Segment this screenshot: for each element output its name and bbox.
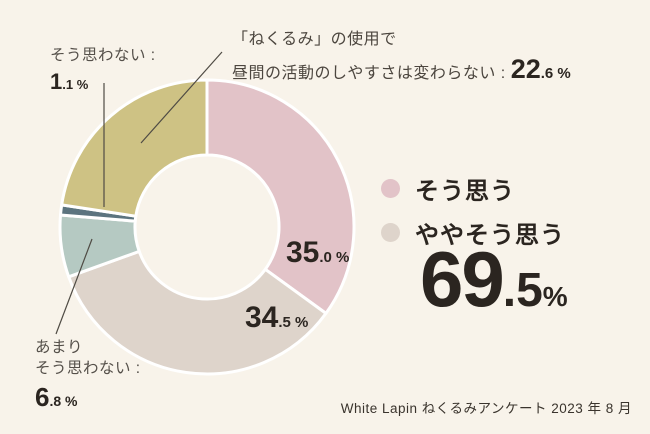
legend-dot-yaya xyxy=(381,223,400,242)
callout-amari-label-line2: そう思わない : xyxy=(35,359,141,377)
slice-label-souomou: 35.0 % xyxy=(286,236,350,269)
source-note: White Lapin ねくるみアンケート 2023 年 8 月 xyxy=(340,401,632,416)
callout-omowanai-value: 1.1 % xyxy=(50,68,89,94)
legend: そう思う ややそう思う xyxy=(381,171,565,259)
legend-label-yaya: ややそう思う xyxy=(415,222,565,249)
combined-total-value: 69.5% xyxy=(420,235,568,323)
callout-omowanai: そう思わない : 1.1 % xyxy=(50,46,156,97)
annotation-kawaranai-line2: 昼間の活動のしやすさは変わらない : 22.6 % xyxy=(232,54,571,85)
legend-label-souomou: そう思う xyxy=(415,178,515,205)
donut-chart xyxy=(58,78,356,376)
legend-item-yaya: ややそう思う xyxy=(381,215,565,250)
annotation-kawaranai-line1: 「ねくるみ」の使用で xyxy=(232,31,397,48)
donut-slice-4 xyxy=(60,78,209,218)
callout-amari: あまり そう思わない : 6.8 % xyxy=(35,338,141,415)
legend-item-souomou: そう思う xyxy=(381,171,565,206)
callout-omowanai-label: そう思わない : xyxy=(50,47,156,64)
callout-amari-label-line1: あまり xyxy=(35,339,84,356)
annotation-kawaranai: 「ねくるみ」の使用で 昼間の活動のしやすさは変わらない : 22.6 % xyxy=(232,29,571,89)
donut-slice-0 xyxy=(205,78,356,315)
callout-amari-value: 6.8 % xyxy=(35,381,78,412)
annotation-kawaranai-value: 22 xyxy=(510,54,541,85)
slice-label-yaya: 34.5 % xyxy=(245,301,309,334)
legend-dot-souomou xyxy=(381,179,400,198)
